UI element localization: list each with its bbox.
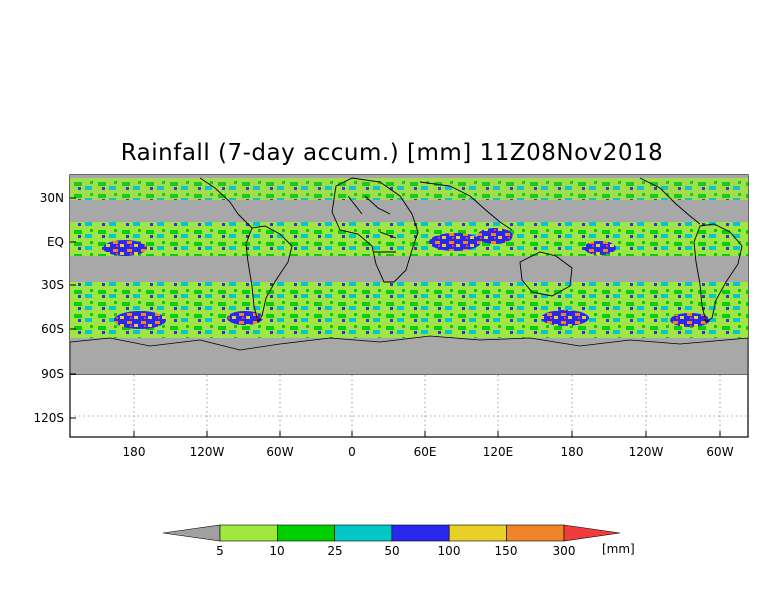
x-axis-ticks <box>133 431 721 437</box>
colorbar-high-triangle <box>563 524 621 542</box>
north-america-coast <box>199 177 253 229</box>
heavy-rain-cluster <box>477 228 513 244</box>
tropical-rain-band <box>70 222 748 256</box>
rainfall-field <box>70 175 748 375</box>
colorbar-tick-label: 25 <box>327 544 342 558</box>
x-tick-label: 60E <box>414 445 437 459</box>
coastlines <box>199 177 743 324</box>
colorbar-segment <box>506 524 565 542</box>
australia-outline <box>519 251 573 297</box>
north-america-coast-right <box>639 177 701 225</box>
colorbar-segment <box>391 524 450 542</box>
antarctica <box>70 335 748 375</box>
x-tick-label: 180 <box>561 445 584 459</box>
y-axis-ticks <box>70 197 76 419</box>
southern-storm-band <box>70 282 748 338</box>
x-tick-label: 60W <box>266 445 293 459</box>
y-axis-labels: 30N EQ 30S 60S 90S 120S <box>33 191 64 425</box>
x-tick-label: 120E <box>483 445 514 459</box>
africa-outline <box>331 177 419 283</box>
y-tick-label: EQ <box>47 235 64 249</box>
colorbar-segment <box>219 524 278 542</box>
colorbar: 5 10 25 50 100 150 300 [mm] <box>162 524 635 558</box>
graticule <box>70 375 748 437</box>
colorbar-low-triangle <box>162 524 221 542</box>
colorbar-tick-label: 100 <box>438 544 461 558</box>
y-tick-label: 60S <box>41 322 64 336</box>
colorbar-tick-label: 300 <box>553 544 576 558</box>
south-america-outline-right <box>693 223 743 323</box>
colorbar-tick-label: 10 <box>269 544 284 558</box>
x-axis-labels: 180 120W 60W 0 60E 120E 180 120W 60W <box>123 445 734 459</box>
heavy-rain-cluster <box>103 240 147 256</box>
colorbar-segment <box>448 524 507 542</box>
heavy-rain-cluster <box>114 311 166 329</box>
colorbar-tick-label: 5 <box>216 544 224 558</box>
heavy-rain-cluster <box>227 311 263 325</box>
x-tick-label: 0 <box>348 445 356 459</box>
y-tick-label: 90S <box>41 367 64 381</box>
heavy-rain-cluster <box>541 310 589 326</box>
heavy-rain-cluster <box>670 313 710 327</box>
asia-coast <box>419 181 513 231</box>
colorbar-segment <box>276 524 335 542</box>
x-tick-label: 120W <box>190 445 225 459</box>
y-tick-label: 120S <box>33 411 64 425</box>
x-tick-label: 120W <box>629 445 664 459</box>
colorbar-tick-label: 50 <box>384 544 399 558</box>
south-america-outline <box>245 225 293 324</box>
map-title: Rainfall (7-day accum.) [mm] 11Z08Nov201… <box>120 140 664 166</box>
heavy-rain-cluster <box>429 233 481 251</box>
heavy-rain-cluster <box>584 241 616 255</box>
northern-storm-band <box>70 178 748 200</box>
colorbar-segment <box>334 524 393 542</box>
colorbar-tick-label: 150 <box>495 544 518 558</box>
x-tick-label: 180 <box>123 445 146 459</box>
y-tick-label: 30S <box>41 278 64 292</box>
x-tick-label: 60W <box>706 445 733 459</box>
colorbar-unit-label: [mm] <box>602 542 635 556</box>
y-tick-label: 30N <box>40 191 64 205</box>
africa-borders <box>347 195 397 253</box>
